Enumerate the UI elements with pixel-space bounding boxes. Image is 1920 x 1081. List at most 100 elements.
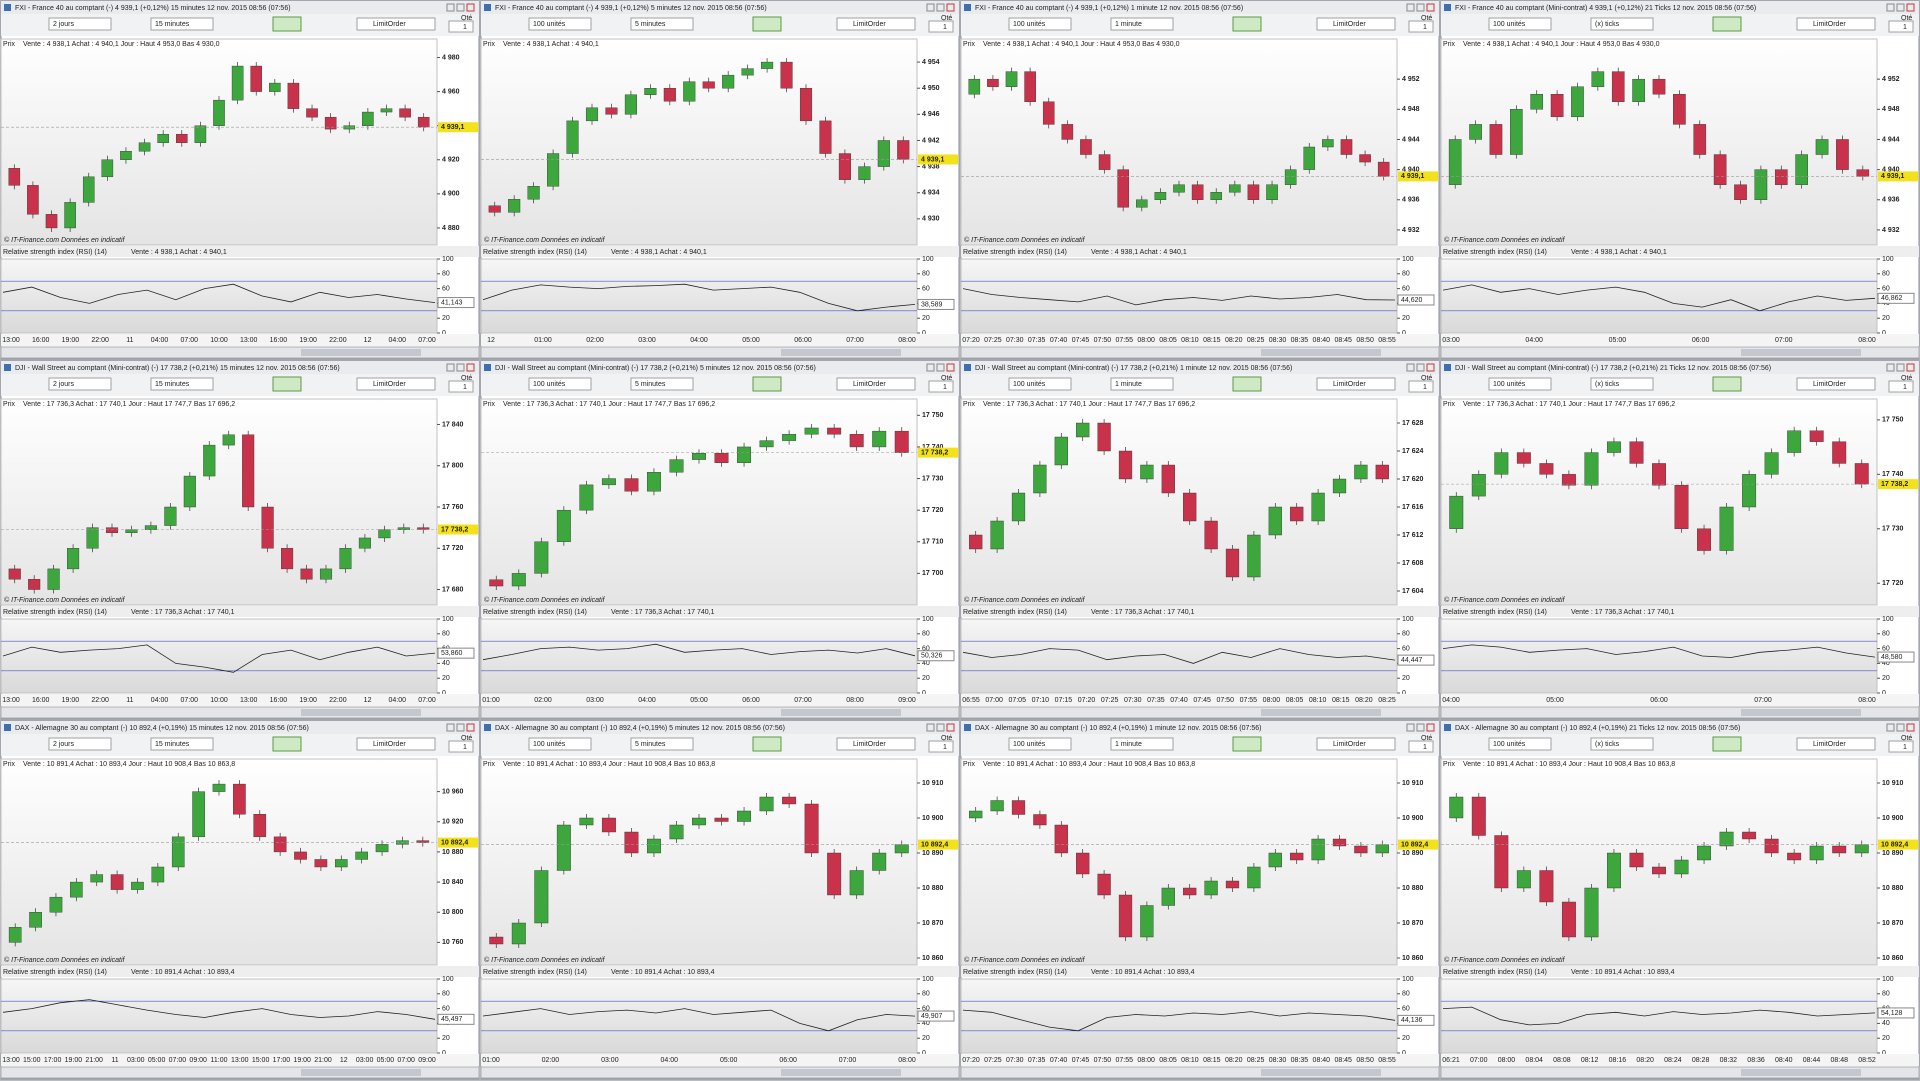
period-select[interactable]	[630, 17, 694, 31]
window-button[interactable]	[1416, 363, 1425, 372]
scrollbar[interactable]	[960, 1066, 1440, 1079]
order-select[interactable]	[836, 17, 916, 31]
range-select[interactable]	[48, 17, 112, 31]
scroll-thumb[interactable]	[781, 1069, 901, 1076]
order-select[interactable]	[1316, 17, 1396, 31]
window-button[interactable]	[1406, 723, 1415, 732]
window-button[interactable]	[1426, 723, 1435, 732]
period-select[interactable]	[1110, 377, 1174, 391]
qty-input[interactable]	[448, 380, 474, 393]
trade-button[interactable]	[272, 736, 302, 752]
window-button[interactable]	[446, 363, 455, 372]
order-select[interactable]	[1316, 377, 1396, 391]
scrollbar[interactable]	[480, 346, 960, 359]
range-select[interactable]	[1488, 17, 1552, 31]
window-button[interactable]	[446, 723, 455, 732]
qty-input[interactable]	[1888, 20, 1914, 33]
scroll-thumb[interactable]	[1741, 1069, 1861, 1076]
scrollbar[interactable]	[0, 346, 480, 359]
scrollbar[interactable]	[1440, 1066, 1920, 1079]
window-button[interactable]	[466, 3, 475, 12]
qty-input[interactable]	[928, 20, 954, 33]
window-button[interactable]	[1896, 723, 1905, 732]
window-button[interactable]	[1906, 363, 1915, 372]
order-select[interactable]	[1796, 377, 1876, 391]
range-select[interactable]	[528, 377, 592, 391]
scroll-thumb[interactable]	[1261, 349, 1381, 356]
period-select[interactable]	[1110, 737, 1174, 751]
order-select[interactable]	[1316, 737, 1396, 751]
trade-button[interactable]	[1712, 736, 1742, 752]
range-select[interactable]	[48, 737, 112, 751]
qty-input[interactable]	[448, 20, 474, 33]
range-select[interactable]	[1008, 737, 1072, 751]
period-select[interactable]	[630, 737, 694, 751]
order-select[interactable]	[836, 737, 916, 751]
qty-input[interactable]	[928, 380, 954, 393]
window-button[interactable]	[926, 723, 935, 732]
scrollbar[interactable]	[0, 1066, 480, 1079]
window-button[interactable]	[456, 723, 465, 732]
trade-button[interactable]	[1232, 16, 1262, 32]
window-button[interactable]	[936, 363, 945, 372]
trade-button[interactable]	[1232, 736, 1262, 752]
window-button[interactable]	[946, 723, 955, 732]
window-button[interactable]	[1406, 363, 1415, 372]
trade-button[interactable]	[752, 16, 782, 32]
qty-input[interactable]	[1408, 20, 1434, 33]
window-button[interactable]	[456, 363, 465, 372]
period-select[interactable]	[150, 377, 214, 391]
window-button[interactable]	[466, 363, 475, 372]
period-select[interactable]	[1590, 377, 1654, 391]
window-button[interactable]	[1426, 3, 1435, 12]
window-button[interactable]	[1896, 3, 1905, 12]
trade-button[interactable]	[1232, 376, 1262, 392]
window-button[interactable]	[1886, 723, 1895, 732]
scroll-thumb[interactable]	[301, 709, 421, 716]
range-select[interactable]	[528, 737, 592, 751]
window-button[interactable]	[1886, 3, 1895, 12]
scroll-thumb[interactable]	[301, 1069, 421, 1076]
range-select[interactable]	[1488, 377, 1552, 391]
scroll-thumb[interactable]	[301, 349, 421, 356]
scrollbar[interactable]	[1440, 346, 1920, 359]
range-select[interactable]	[1008, 17, 1072, 31]
qty-input[interactable]	[1408, 740, 1434, 753]
window-button[interactable]	[1426, 363, 1435, 372]
period-select[interactable]	[150, 17, 214, 31]
window-button[interactable]	[466, 723, 475, 732]
trade-button[interactable]	[272, 376, 302, 392]
window-button[interactable]	[1896, 363, 1905, 372]
window-button[interactable]	[946, 363, 955, 372]
period-select[interactable]	[1590, 737, 1654, 751]
period-select[interactable]	[630, 377, 694, 391]
order-select[interactable]	[356, 377, 436, 391]
scroll-thumb[interactable]	[1261, 709, 1381, 716]
range-select[interactable]	[1008, 377, 1072, 391]
range-select[interactable]	[1488, 737, 1552, 751]
scrollbar[interactable]	[480, 706, 960, 719]
range-select[interactable]	[528, 17, 592, 31]
window-button[interactable]	[456, 3, 465, 12]
window-button[interactable]	[926, 363, 935, 372]
scrollbar[interactable]	[960, 346, 1440, 359]
order-select[interactable]	[356, 17, 436, 31]
window-button[interactable]	[1406, 3, 1415, 12]
order-select[interactable]	[1796, 17, 1876, 31]
scroll-thumb[interactable]	[1741, 709, 1861, 716]
range-select[interactable]	[48, 377, 112, 391]
trade-button[interactable]	[1712, 16, 1742, 32]
qty-input[interactable]	[1888, 380, 1914, 393]
scroll-thumb[interactable]	[1261, 1069, 1381, 1076]
trade-button[interactable]	[1712, 376, 1742, 392]
window-button[interactable]	[926, 3, 935, 12]
qty-input[interactable]	[1408, 380, 1434, 393]
qty-input[interactable]	[448, 740, 474, 753]
window-button[interactable]	[936, 3, 945, 12]
scroll-thumb[interactable]	[781, 349, 901, 356]
scroll-thumb[interactable]	[781, 709, 901, 716]
window-button[interactable]	[1906, 3, 1915, 12]
period-select[interactable]	[1110, 17, 1174, 31]
trade-button[interactable]	[752, 376, 782, 392]
qty-input[interactable]	[1888, 740, 1914, 753]
